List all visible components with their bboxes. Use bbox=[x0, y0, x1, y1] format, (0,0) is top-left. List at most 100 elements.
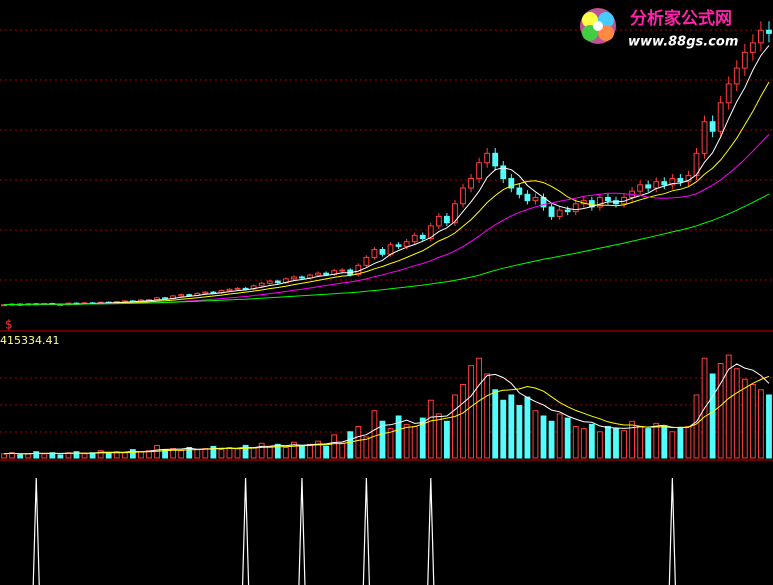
volume-bar bbox=[290, 441, 297, 459]
volume-bar bbox=[331, 434, 338, 459]
volume-bar bbox=[186, 447, 193, 459]
volume-bar bbox=[516, 405, 523, 459]
volume-bar bbox=[411, 426, 418, 459]
volume-bar bbox=[532, 410, 539, 459]
volume-bar bbox=[484, 373, 491, 459]
volume-bar bbox=[9, 452, 15, 459]
volume-bar bbox=[250, 447, 257, 459]
volume-bar bbox=[25, 453, 32, 459]
volume-bar bbox=[315, 440, 321, 459]
volume-bar bbox=[596, 431, 603, 459]
candle bbox=[210, 291, 217, 294]
candle bbox=[500, 165, 507, 180]
volume-bar bbox=[419, 417, 426, 459]
candle bbox=[395, 244, 402, 247]
volume-bar bbox=[242, 444, 249, 459]
volume-bar bbox=[170, 448, 177, 459]
signal-spike bbox=[362, 477, 370, 585]
volume-bar bbox=[588, 423, 595, 459]
candle bbox=[701, 121, 708, 154]
volume-bar bbox=[266, 445, 273, 459]
candle bbox=[371, 249, 378, 258]
volume-bar bbox=[476, 357, 483, 459]
candle bbox=[484, 152, 491, 164]
volume-bar bbox=[709, 373, 716, 459]
volume-bar bbox=[33, 451, 40, 459]
candle bbox=[596, 196, 603, 208]
candle bbox=[766, 29, 772, 34]
candle bbox=[226, 288, 233, 292]
candle bbox=[661, 181, 668, 186]
price-grid bbox=[0, 29, 773, 433]
signal-spike bbox=[32, 477, 40, 585]
ma-line bbox=[3, 45, 770, 306]
volume-bar bbox=[178, 450, 185, 459]
candle bbox=[290, 276, 297, 280]
volume-bar bbox=[758, 389, 764, 459]
signal-spike bbox=[241, 477, 250, 585]
candle bbox=[516, 187, 523, 195]
volume-bar bbox=[427, 399, 434, 459]
volume-bar bbox=[508, 394, 515, 459]
candle bbox=[572, 203, 579, 213]
volume-bar bbox=[347, 431, 354, 459]
signal-spike bbox=[668, 477, 676, 585]
volume-bar bbox=[556, 413, 563, 459]
candle bbox=[524, 193, 531, 202]
logo-url: www.88gs.com bbox=[628, 35, 738, 50]
marker: $ bbox=[5, 318, 13, 332]
candle bbox=[564, 209, 571, 213]
candle bbox=[532, 196, 539, 202]
volume-bar bbox=[371, 410, 378, 459]
volume-bar bbox=[564, 417, 571, 459]
signal-spike bbox=[427, 477, 435, 585]
candle bbox=[299, 276, 305, 279]
logo-name: 分析家公式网 bbox=[630, 8, 732, 29]
candle bbox=[637, 184, 644, 192]
candle bbox=[468, 178, 474, 189]
candle bbox=[645, 184, 652, 189]
logo: 分析家公式网 www.88gs.com bbox=[580, 8, 738, 50]
candle bbox=[266, 280, 273, 284]
volume-bar bbox=[572, 426, 579, 459]
volume-bar bbox=[113, 451, 120, 459]
candle bbox=[725, 83, 732, 104]
candle bbox=[758, 29, 764, 44]
volume-bar bbox=[548, 420, 555, 459]
volume-bar bbox=[661, 426, 668, 459]
volume-label: 415334.41 bbox=[0, 334, 60, 347]
candle bbox=[242, 287, 249, 290]
volume-bar bbox=[57, 454, 64, 459]
volume-bar bbox=[435, 413, 442, 459]
volume-bar bbox=[443, 420, 450, 459]
volume-bar bbox=[733, 368, 740, 459]
candle bbox=[548, 206, 555, 217]
volume-bar bbox=[403, 423, 410, 459]
candle bbox=[274, 280, 281, 284]
volume-bar bbox=[121, 452, 128, 459]
candle bbox=[677, 178, 684, 183]
volume-bar bbox=[605, 426, 611, 459]
volume-bar bbox=[226, 447, 233, 459]
volume-bar bbox=[540, 415, 547, 459]
volume-bar bbox=[282, 447, 289, 459]
candle bbox=[741, 51, 748, 69]
volume-bar bbox=[452, 394, 458, 459]
volume-bar bbox=[363, 436, 370, 459]
candle bbox=[258, 282, 265, 287]
candle bbox=[508, 178, 515, 189]
volume-bar bbox=[468, 365, 474, 459]
volume-bar bbox=[653, 422, 660, 459]
volume-bar bbox=[339, 442, 346, 459]
volume-bar bbox=[395, 415, 402, 459]
volume-bar bbox=[613, 428, 619, 459]
volume-bar bbox=[1, 453, 7, 459]
volume-bar bbox=[323, 445, 330, 459]
volume-bar bbox=[741, 378, 748, 459]
candle bbox=[476, 162, 483, 180]
volume-bar bbox=[749, 384, 756, 459]
candle bbox=[162, 297, 168, 300]
volume-bar bbox=[387, 428, 394, 459]
signal-spike bbox=[298, 477, 306, 585]
